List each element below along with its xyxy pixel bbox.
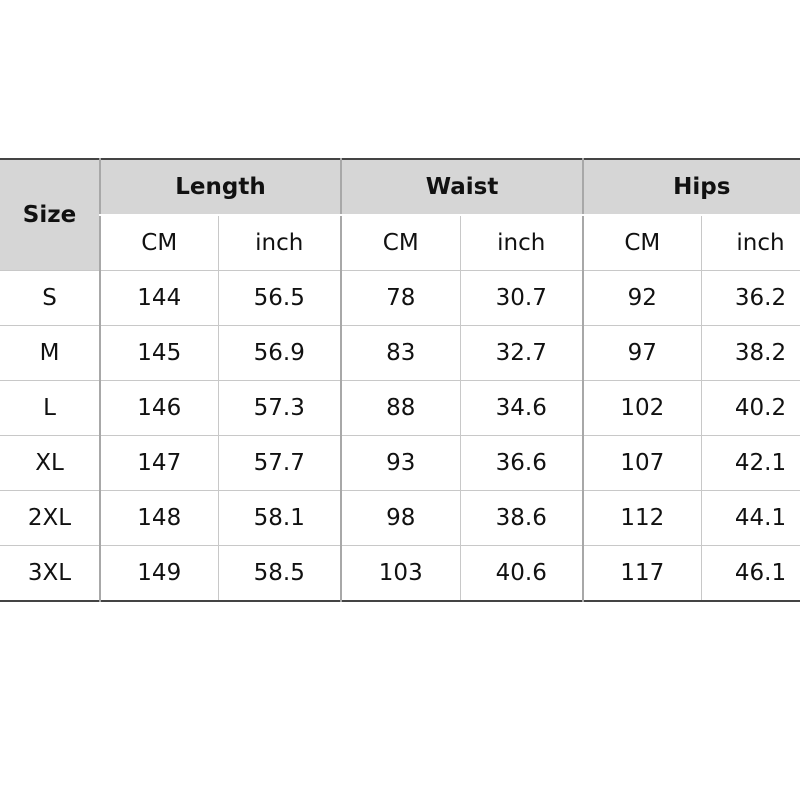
- group-header: Hips: [582, 158, 800, 216]
- measure-cell: 149: [99, 545, 219, 602]
- measure-cell: 58.5: [217, 545, 342, 602]
- measure-cell: 57.3: [217, 380, 342, 436]
- measure-cell: 78: [340, 270, 461, 326]
- measure-cell: 36.2: [700, 270, 800, 326]
- size-table-wrap: Size Length Waist Hips CM inch CM inch C…: [0, 158, 800, 602]
- measure-cell: 145: [99, 325, 219, 381]
- size-row: 3XL 149 58.5 103 40.6 117 46.1: [0, 545, 800, 602]
- measure-cell: 117: [582, 545, 702, 602]
- measure-cell: 103: [340, 545, 461, 602]
- measure-cell: 36.6: [459, 435, 584, 491]
- measure-cell: 40.2: [700, 380, 800, 436]
- table-body: S 144 56.5 78 30.7 92 36.2 M 145 56.9 83 32.7 97 38.2…: [0, 270, 800, 602]
- measure-cell: 148: [99, 490, 219, 546]
- size-row: 2XL 148 58.1 98 38.6 112 44.1: [0, 490, 800, 546]
- size-label: L: [0, 380, 101, 436]
- group-header: Length: [99, 158, 342, 216]
- unit-header: CM: [99, 214, 219, 271]
- size-label: 2XL: [0, 490, 101, 546]
- measure-cell: 38.6: [459, 490, 584, 546]
- measure-cell: 40.6: [459, 545, 584, 602]
- size-row: M 145 56.9 83 32.7 97 38.2: [0, 325, 800, 381]
- measure-cell: 147: [99, 435, 219, 491]
- measure-cell: 34.6: [459, 380, 584, 436]
- size-label: S: [0, 270, 101, 326]
- measure-cell: 58.1: [217, 490, 342, 546]
- size-label: M: [0, 325, 101, 381]
- size-row: S 144 56.5 78 30.7 92 36.2: [0, 270, 800, 326]
- measure-cell: 144: [99, 270, 219, 326]
- unit-header: inch: [459, 214, 584, 271]
- group-header: Waist: [339, 158, 584, 216]
- unit-header: CM: [340, 214, 461, 271]
- measure-cell: 32.7: [459, 325, 584, 381]
- unit-header: CM: [582, 214, 702, 271]
- measure-cell: 93: [340, 435, 461, 491]
- measure-cell: 92: [582, 270, 702, 326]
- measure-cell: 83: [340, 325, 461, 381]
- measure-cell: 44.1: [700, 490, 800, 546]
- measure-cell: 146: [99, 380, 219, 436]
- measure-cell: 97: [582, 325, 702, 381]
- measure-cell: 102: [582, 380, 702, 436]
- measure-cell: 56.9: [217, 325, 342, 381]
- measure-cell: 38.2: [700, 325, 800, 381]
- measure-cell: 46.1: [700, 545, 800, 602]
- size-row: L 146 57.3 88 34.6 102 40.2: [0, 380, 800, 436]
- unit-header: inch: [217, 214, 342, 271]
- measure-cell: 42.1: [700, 435, 800, 491]
- measure-cell: 112: [582, 490, 702, 546]
- measure-cell: 57.7: [217, 435, 342, 491]
- size-table: Size Length Waist Hips CM inch CM inch C…: [0, 158, 800, 602]
- measure-cell: 98: [340, 490, 461, 546]
- unit-header: inch: [700, 214, 800, 271]
- measure-cell: 30.7: [459, 270, 584, 326]
- size-row: XL 147 57.7 93 36.6 107 42.1: [0, 435, 800, 491]
- size-label: XL: [0, 435, 101, 491]
- size-label: 3XL: [0, 545, 101, 602]
- size-header: Size: [0, 158, 101, 271]
- measure-cell: 56.5: [217, 270, 342, 326]
- measure-cell: 107: [582, 435, 702, 491]
- measure-cell: 88: [340, 380, 461, 436]
